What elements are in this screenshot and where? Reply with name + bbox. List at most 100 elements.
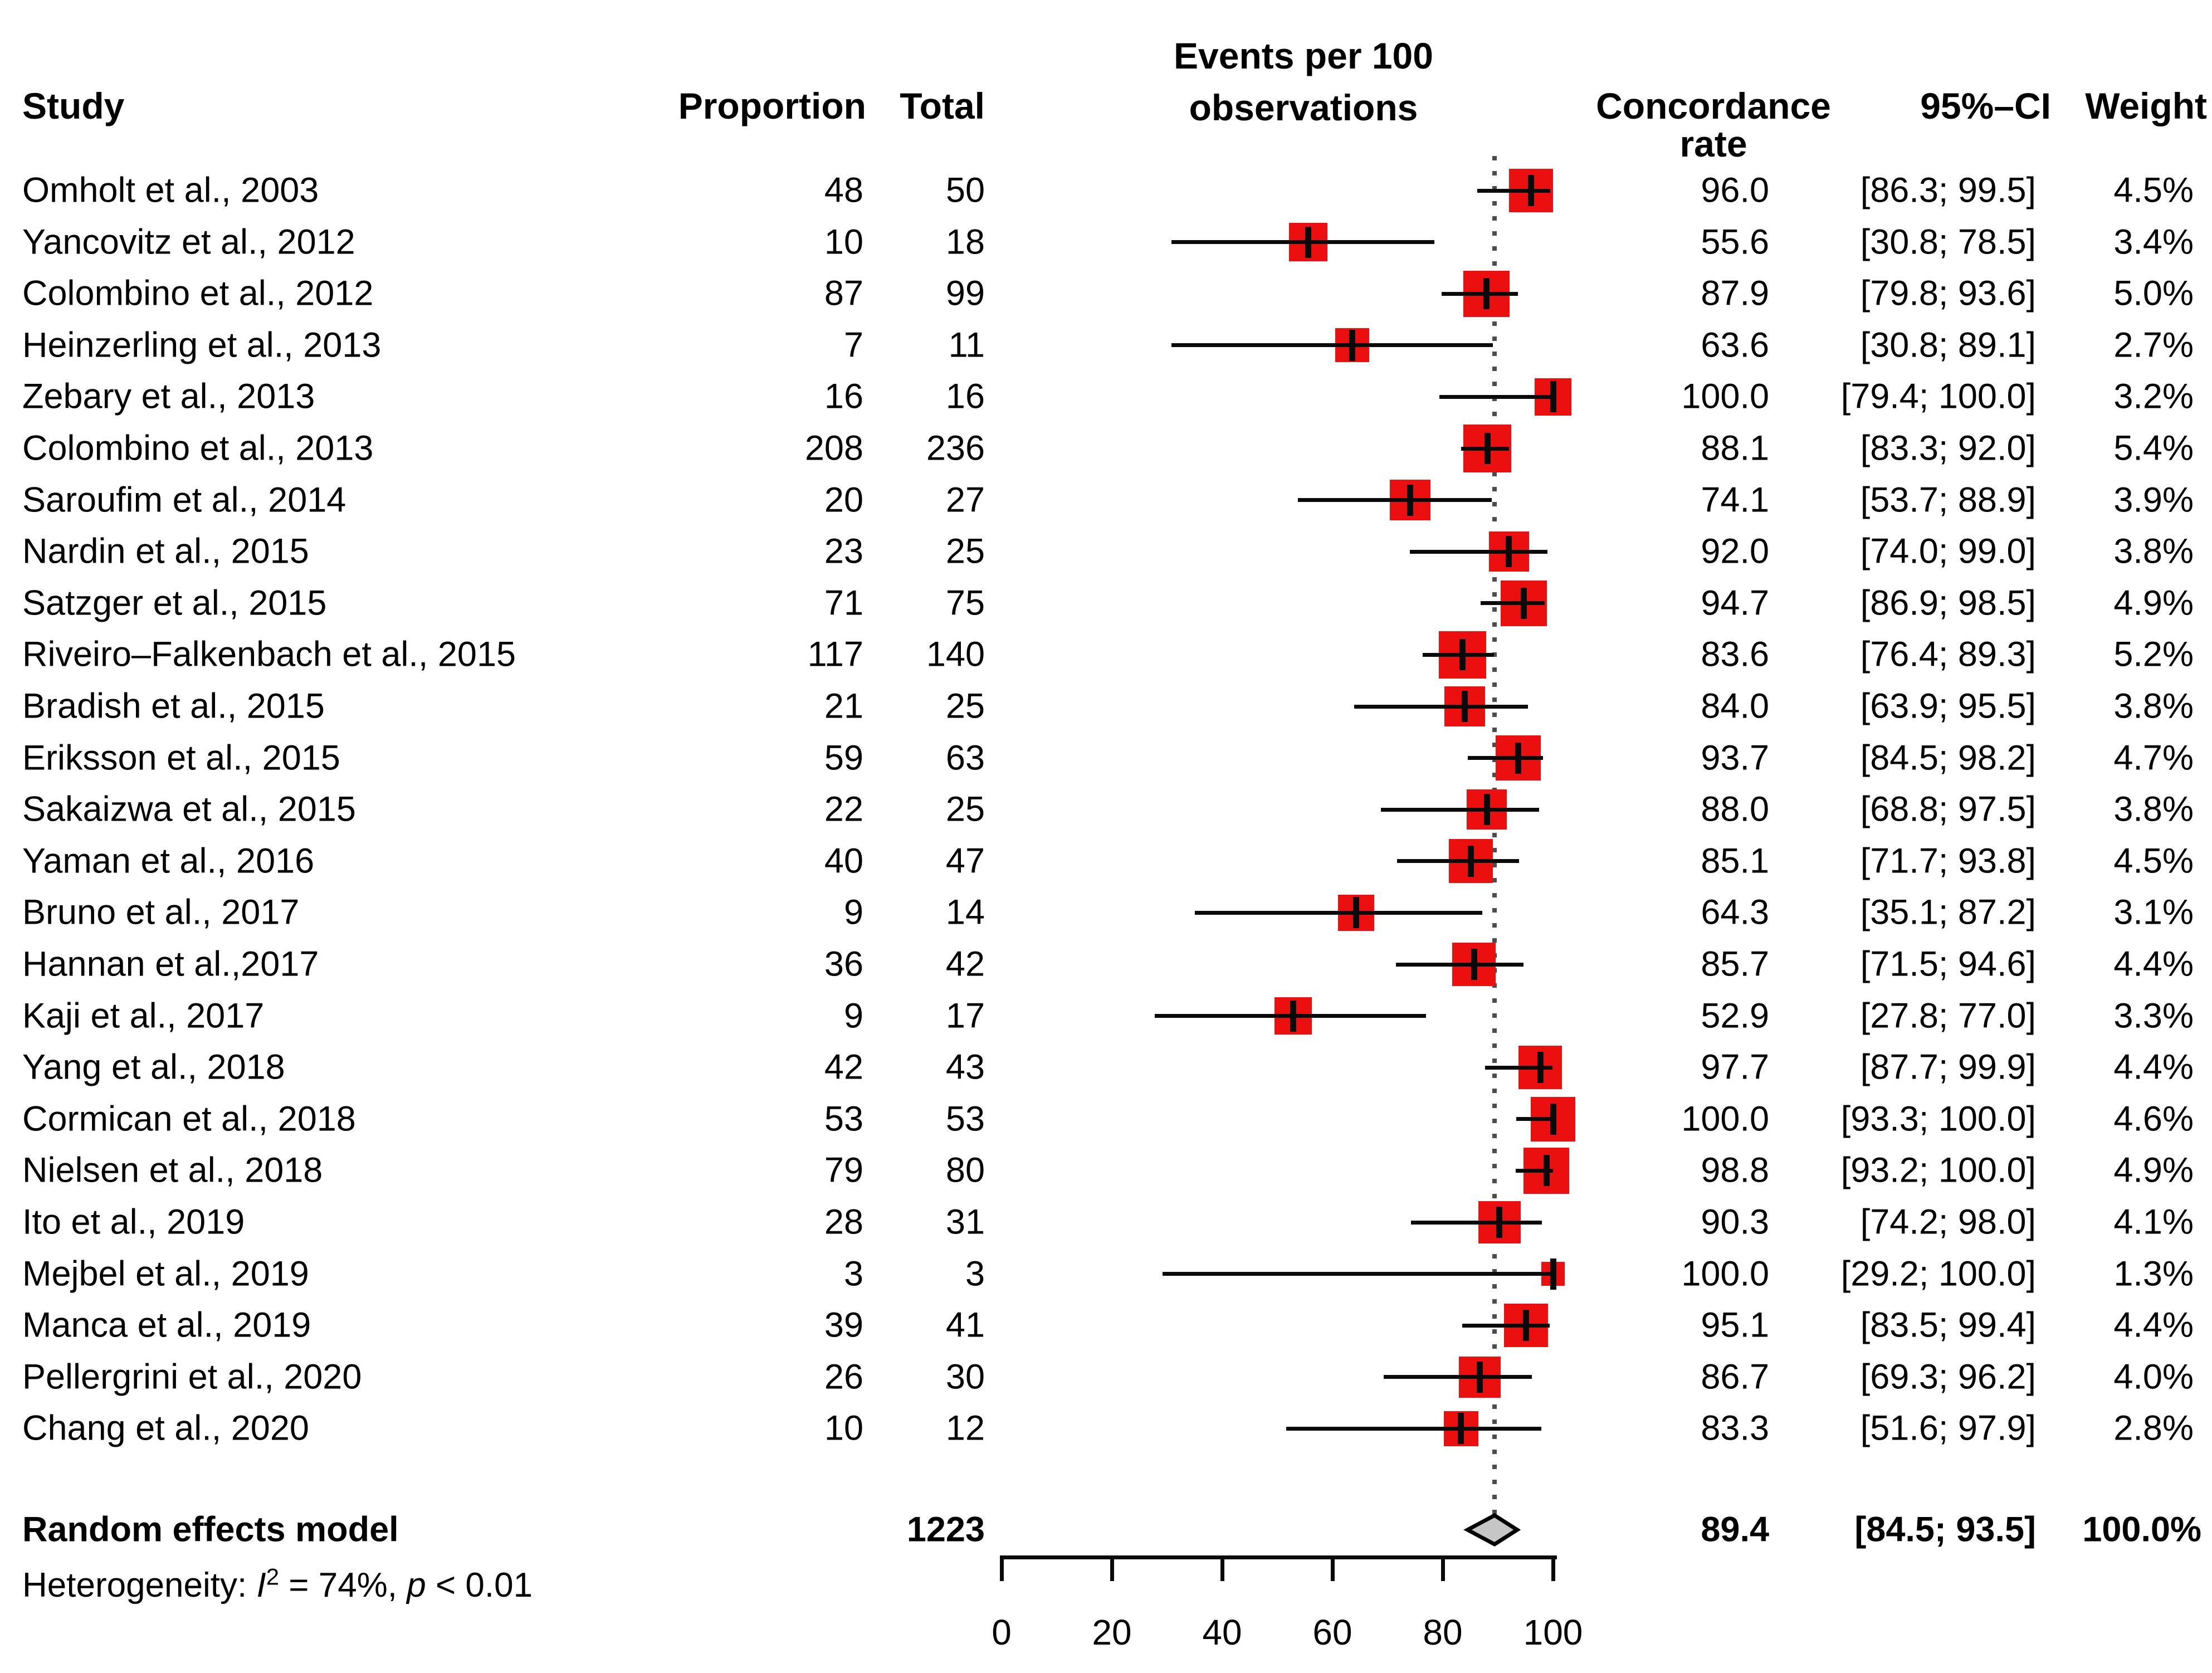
study-label: Hannan et al.,2017 xyxy=(22,944,319,984)
total-value: 17 xyxy=(945,996,985,1036)
ci-whisker xyxy=(1171,240,1435,245)
ci-whisker xyxy=(1467,756,1544,760)
x-axis-tick xyxy=(1441,1555,1445,1581)
weight-value: 5.4% xyxy=(2113,428,2194,468)
study-column-header: Study xyxy=(22,85,125,126)
ci-value: [86.3; 99.5] xyxy=(1860,170,2036,210)
rate-value: 95.1 xyxy=(1701,1305,1769,1345)
proportion-value: 40 xyxy=(824,841,863,881)
weight-value: 4.1% xyxy=(2113,1202,2194,1242)
total-value: 30 xyxy=(945,1357,985,1397)
total-value: 18 xyxy=(945,222,985,262)
proportion-value: 36 xyxy=(824,944,863,984)
ci-value: [71.5; 94.6] xyxy=(1860,944,2036,984)
proportion-value: 3 xyxy=(843,1254,863,1294)
ci-value: [29.2; 100.0] xyxy=(1840,1254,2036,1294)
total-value: 25 xyxy=(945,531,985,571)
proportion-value: 53 xyxy=(824,1099,863,1139)
weight-value: 5.2% xyxy=(2113,635,2194,674)
estimate-tick xyxy=(1550,381,1556,413)
ci-value: [30.8; 89.1] xyxy=(1860,325,2036,365)
ci-value: [71.7; 93.8] xyxy=(1860,841,2036,881)
rate-value: 96.0 xyxy=(1701,170,1769,210)
proportion-value: 42 xyxy=(824,1047,863,1087)
ci-value: [93.3; 100.0] xyxy=(1840,1099,2036,1139)
summary-label: Random effects model xyxy=(22,1510,399,1549)
ci-value: [27.8; 77.0] xyxy=(1860,996,2036,1036)
estimate-tick xyxy=(1550,1258,1556,1290)
study-label: Zebary et al., 2013 xyxy=(22,377,315,416)
study-label: Yaman et al., 2016 xyxy=(22,841,315,881)
estimate-tick xyxy=(1506,536,1512,568)
ci-value: [83.3; 92.0] xyxy=(1860,428,2036,468)
study-label: Cormican et al., 2018 xyxy=(22,1099,356,1139)
study-label: Chang et al., 2020 xyxy=(22,1408,309,1448)
ci-value: [74.0; 99.0] xyxy=(1860,531,2036,571)
estimate-tick xyxy=(1550,1103,1556,1135)
study-label: Heinzerling et al., 2013 xyxy=(22,325,382,365)
ci-whisker xyxy=(1409,549,1548,554)
study-label: Mejbel et al., 2019 xyxy=(22,1254,309,1294)
proportion-column-header: Proportion xyxy=(678,85,866,126)
weight-value: 4.4% xyxy=(2113,1305,2194,1345)
ci-column-header: 95%–CI xyxy=(1920,85,2051,126)
ci-value: [84.5; 98.2] xyxy=(1860,738,2036,778)
rate-value: 86.7 xyxy=(1701,1357,1769,1397)
study-label: Eriksson et al., 2015 xyxy=(22,738,340,778)
weight-value: 4.4% xyxy=(2113,1047,2194,1087)
rate-value: 88.1 xyxy=(1701,428,1769,468)
total-value: 47 xyxy=(945,841,985,881)
proportion-value: 71 xyxy=(824,583,863,623)
study-label: Nardin et al., 2015 xyxy=(22,531,309,571)
ci-value: [87.7; 99.9] xyxy=(1860,1047,2036,1087)
proportion-value: 22 xyxy=(824,789,863,829)
ci-whisker xyxy=(1297,498,1492,503)
concordance-header-line2: rate xyxy=(1679,123,1747,164)
proportion-value: 117 xyxy=(807,635,863,674)
x-axis-tick xyxy=(1000,1555,1004,1581)
weight-value: 4.9% xyxy=(2113,583,2194,623)
proportion-value: 48 xyxy=(824,170,863,210)
total-value: 53 xyxy=(945,1099,985,1139)
total-value: 99 xyxy=(945,274,985,313)
ci-whisker xyxy=(1515,1168,1553,1173)
rate-value: 93.7 xyxy=(1701,738,1769,778)
proportion-value: 20 xyxy=(824,480,863,520)
estimate-tick xyxy=(1458,1413,1464,1445)
estimate-tick xyxy=(1496,1207,1503,1238)
weight-value: 3.2% xyxy=(2113,377,2194,416)
proportion-value: 28 xyxy=(824,1202,863,1242)
rate-value: 98.8 xyxy=(1701,1150,1769,1190)
ci-value: [86.9; 98.5] xyxy=(1860,583,2036,623)
rate-value: 85.7 xyxy=(1701,944,1769,984)
total-value: 42 xyxy=(945,944,985,984)
study-label: Yang et al., 2018 xyxy=(22,1047,285,1087)
study-label: Bruno et al., 2017 xyxy=(22,892,300,932)
heterogeneity-note: Heterogeneity: I2 = 74%, p < 0.01 xyxy=(22,1565,533,1604)
study-label: Riveiro–Falkenbach et al., 2015 xyxy=(22,635,516,674)
proportion-value: 23 xyxy=(824,531,863,571)
rate-value: 97.7 xyxy=(1701,1047,1769,1087)
ci-whisker xyxy=(1381,807,1540,812)
ci-value: [51.6; 97.9] xyxy=(1860,1408,2036,1448)
rate-value: 87.9 xyxy=(1701,274,1769,313)
ci-value: [69.3; 96.2] xyxy=(1860,1357,2036,1397)
total-value: 3 xyxy=(965,1254,985,1294)
total-value: 140 xyxy=(926,635,985,674)
events-header-line2: observations xyxy=(1189,87,1418,128)
study-label: Omholt et al., 2003 xyxy=(22,170,319,210)
ci-whisker xyxy=(1286,1426,1542,1431)
estimate-tick xyxy=(1290,1000,1297,1032)
het-prefix: Heterogeneity: xyxy=(22,1566,257,1604)
estimate-tick xyxy=(1522,1310,1529,1342)
weight-value: 3.3% xyxy=(2113,996,2194,1036)
study-label: Yancovitz et al., 2012 xyxy=(22,222,355,262)
estimate-tick xyxy=(1483,278,1490,310)
ci-value: [93.2; 100.0] xyxy=(1840,1150,2036,1190)
ci-whisker xyxy=(1410,1220,1542,1225)
x-axis-tick xyxy=(1551,1555,1555,1581)
total-value: 12 xyxy=(945,1408,985,1448)
ci-value: [53.7; 88.9] xyxy=(1860,480,2036,520)
rate-value: 92.0 xyxy=(1701,531,1769,571)
